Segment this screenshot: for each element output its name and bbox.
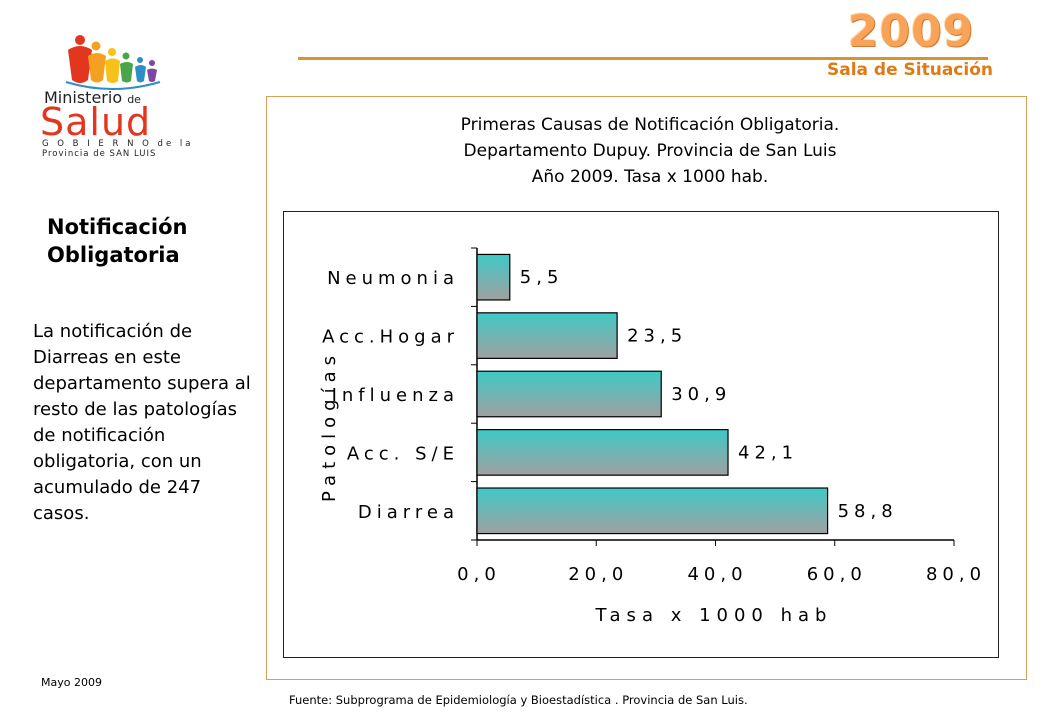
sala-situacion-subtitle: Sala de Situación	[826, 60, 993, 80]
bar	[476, 429, 729, 476]
data-label: 23,5	[627, 326, 687, 347]
category-label: Neumonia	[327, 268, 459, 289]
logo-ministerio-word: Ministerio	[44, 88, 123, 107]
x-tick-label: 80,0	[926, 564, 986, 585]
x-tick-label: 0,0	[457, 564, 501, 585]
ministerio-logo-figures	[65, 35, 161, 90]
logo-gobierno-text: G O B I E R N O de la	[42, 139, 194, 149]
summary-text: La notificación de Diarreas en este depa…	[33, 321, 251, 524]
data-label: 30,9	[671, 384, 731, 405]
chart-title: Primeras Causas de Notificación Obligato…	[330, 112, 970, 190]
category-label: Acc.Hogar	[322, 327, 459, 348]
x-tick-label: 20,0	[568, 564, 628, 585]
chart-title-line-2: Departamento Dupuy. Provincia de San Lui…	[463, 141, 837, 161]
header-divider	[298, 57, 988, 60]
x-axis-title: Tasa x 1000 hab	[595, 605, 833, 626]
data-label: 58,8	[838, 501, 898, 522]
category-label: Acc. S/E	[347, 443, 459, 464]
footer-date: Mayo 2009	[41, 676, 102, 689]
data-label: 42,1	[738, 442, 798, 463]
y-axis-title: Patologías	[319, 350, 340, 502]
section-title: Notificación Obligatoria	[47, 215, 188, 267]
x-tick-label: 40,0	[687, 564, 747, 585]
people-figures-icon	[65, 35, 161, 90]
logo-provincia-text: Provincia de SAN LUIS	[42, 149, 157, 159]
chart-outer-frame	[266, 96, 1027, 680]
logo-ministerio-text: Ministerio de	[44, 88, 141, 107]
logo-salud-text: Salud	[40, 100, 152, 144]
data-label: 5,5	[520, 267, 564, 288]
bar	[476, 253, 511, 301]
category-label: Diarrea	[358, 502, 459, 523]
bar	[476, 487, 829, 535]
category-label: Influenza	[332, 385, 459, 406]
bar	[476, 370, 662, 418]
logo-de-word: de	[127, 93, 141, 106]
plot-frame	[283, 211, 999, 658]
source-note: Fuente: Subprograma de Epidemiología y B…	[289, 693, 748, 707]
x-tick-label: 60,0	[807, 564, 867, 585]
year-heading: 2009	[847, 6, 975, 57]
chart-title-line-1: Primeras Causas de Notificación Obligato…	[460, 115, 840, 135]
bar	[476, 312, 618, 359]
chart-title-line-3: Año 2009. Tasa x 1000 hab.	[531, 167, 769, 187]
